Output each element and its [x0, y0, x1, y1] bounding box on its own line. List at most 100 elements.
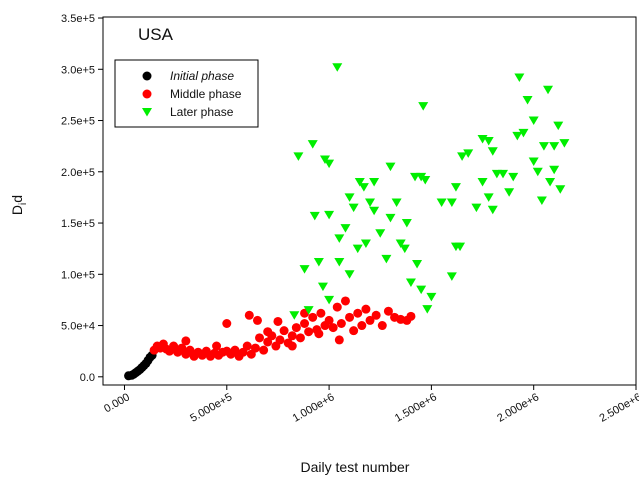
point — [518, 128, 529, 138]
point — [446, 198, 457, 208]
point — [365, 315, 375, 325]
annotation: USA — [138, 25, 174, 44]
x-tick-label: 2.000e+6 — [495, 391, 541, 424]
point — [536, 196, 547, 205]
point — [324, 210, 335, 220]
legend-label: Middle phase — [170, 87, 242, 101]
point — [361, 304, 371, 314]
point — [336, 318, 346, 328]
point — [344, 193, 355, 202]
point — [391, 198, 402, 208]
legend-swatch — [142, 108, 152, 117]
point — [344, 270, 355, 279]
point — [549, 165, 560, 175]
x-tick-label: 2.500e+6 — [598, 391, 639, 424]
point — [559, 139, 570, 148]
legend-swatch — [142, 71, 152, 81]
point — [446, 272, 457, 281]
point — [450, 183, 461, 192]
point — [308, 312, 318, 322]
point — [383, 306, 393, 316]
point — [324, 159, 335, 169]
y-tick-label: 1.0e+5 — [61, 269, 95, 281]
point — [340, 296, 350, 306]
point — [545, 178, 556, 187]
y-axis-label: Did — [9, 195, 29, 215]
point — [345, 312, 355, 322]
point — [399, 244, 410, 254]
point — [406, 311, 416, 321]
point — [334, 257, 345, 267]
point — [381, 254, 392, 264]
point — [538, 142, 549, 151]
point — [553, 121, 564, 131]
point — [273, 316, 283, 326]
point — [287, 331, 297, 341]
point — [250, 343, 260, 353]
point — [360, 239, 371, 249]
point — [514, 73, 525, 82]
point — [528, 157, 539, 167]
x-tick-label: 1.500e+6 — [393, 391, 439, 424]
point — [412, 260, 423, 269]
y-tick-label: 2.5e+5 — [61, 116, 95, 128]
point — [422, 305, 433, 314]
point — [295, 333, 305, 343]
point — [293, 152, 304, 161]
plot-frame — [102, 16, 637, 386]
point — [418, 102, 429, 111]
point — [385, 213, 396, 223]
point — [471, 203, 482, 213]
point — [291, 323, 301, 333]
point — [357, 321, 367, 331]
y-tick-label: 1.5e+5 — [61, 218, 95, 230]
point — [369, 206, 380, 216]
point — [498, 169, 509, 179]
point — [371, 310, 381, 320]
point — [303, 306, 314, 315]
point — [314, 329, 324, 339]
point — [348, 203, 359, 213]
x-axis-label: Daily test number — [301, 459, 410, 475]
legend-label: Later phase — [170, 105, 234, 119]
point — [504, 188, 515, 197]
point — [222, 318, 232, 328]
point — [212, 341, 222, 351]
point — [287, 341, 297, 351]
point — [275, 335, 285, 345]
point — [528, 116, 539, 126]
point — [332, 63, 343, 72]
y-tick-label: 3.0e+5 — [61, 64, 95, 76]
point — [313, 257, 324, 267]
point — [300, 318, 310, 328]
point — [477, 134, 488, 144]
point — [463, 149, 474, 158]
y-tick-label: 5.0e+4 — [61, 321, 95, 333]
point — [483, 193, 494, 202]
point — [457, 152, 468, 161]
point — [222, 346, 232, 356]
point — [316, 308, 326, 318]
point — [532, 167, 543, 177]
point — [487, 205, 498, 215]
point — [299, 265, 310, 274]
point — [354, 178, 365, 187]
point — [365, 198, 376, 208]
point — [543, 85, 554, 95]
point — [324, 295, 335, 305]
point — [279, 326, 289, 336]
point — [244, 310, 254, 320]
point — [334, 234, 345, 243]
point — [242, 341, 252, 351]
point — [385, 162, 396, 172]
point — [395, 239, 406, 249]
point — [309, 211, 320, 221]
point — [181, 336, 191, 346]
point — [263, 327, 273, 337]
point — [416, 285, 427, 295]
point — [353, 308, 363, 318]
marks — [124, 63, 570, 381]
y-tick-label: 0.0 — [80, 372, 95, 384]
x-tick-label: 5.000e+5 — [188, 391, 234, 424]
